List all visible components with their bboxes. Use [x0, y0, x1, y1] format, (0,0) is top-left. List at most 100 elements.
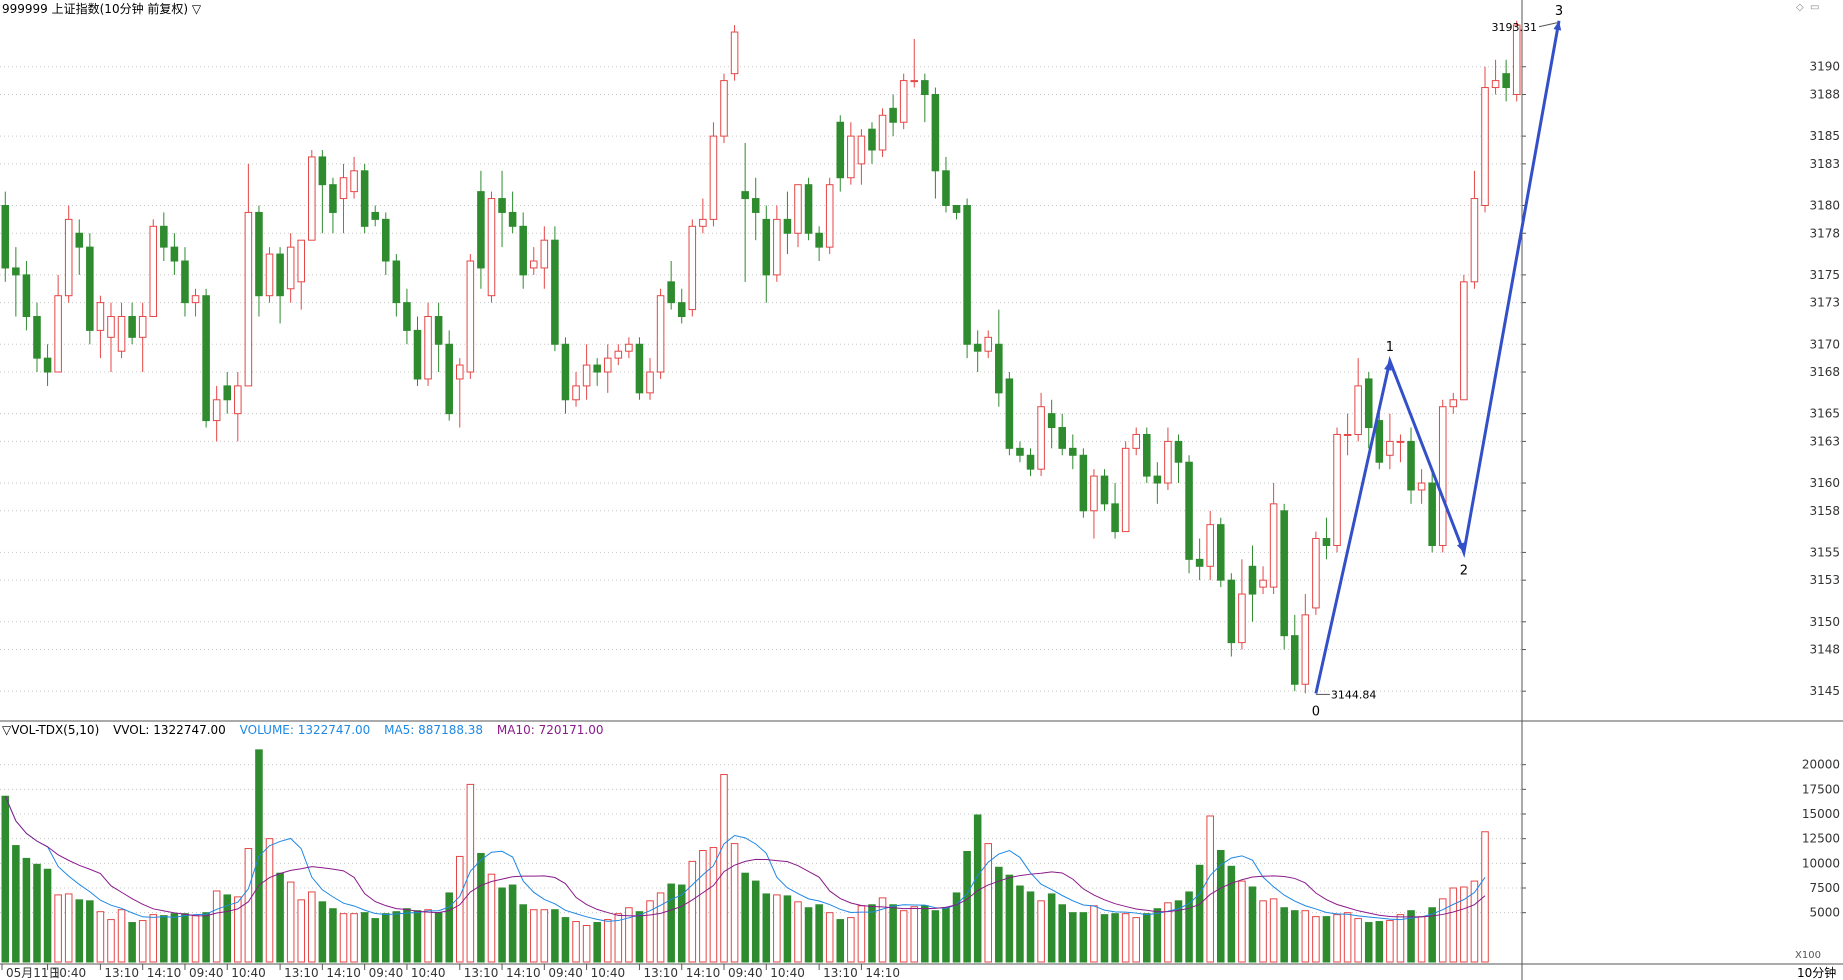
candle-body: [413, 329, 422, 380]
volume-header: ▽VOL-TDX(5,10) VVOL: 1322747.00 VOLUME: …: [2, 723, 613, 737]
volume-bar: [498, 887, 506, 963]
volume-indicator-name[interactable]: ▽VOL-TDX(5,10): [2, 723, 100, 737]
candle: [1280, 503, 1288, 650]
volume-bar: [709, 847, 718, 963]
volume-bar: [1375, 921, 1384, 963]
candle-body: [477, 191, 485, 269]
candle: [1343, 413, 1352, 456]
time-tick-label: 14:10: [326, 966, 361, 980]
candle-body: [1216, 524, 1225, 581]
candle-body: [170, 246, 179, 262]
candle-body: [1428, 482, 1436, 546]
candle-body: [847, 135, 855, 179]
time-tick-label: 14:10: [506, 966, 541, 980]
candle-body: [1153, 475, 1162, 484]
candle: [540, 226, 549, 289]
volume-bar: [1343, 912, 1352, 963]
candle-body: [720, 80, 728, 137]
candle: [318, 149, 327, 234]
volume-bar: [825, 912, 834, 963]
ma5-value: MA5: 887188.38: [384, 723, 484, 737]
candle: [1502, 59, 1510, 102]
volume-bar: [1248, 886, 1257, 963]
candle: [1333, 427, 1341, 553]
candle-body: [1143, 433, 1151, 477]
candle: [1069, 434, 1077, 470]
volume-bar: [836, 919, 845, 963]
volume-bar: [191, 915, 200, 963]
time-tick-label: 13:10: [823, 966, 858, 980]
candle: [1026, 448, 1035, 477]
candle: [22, 261, 31, 331]
time-tick-label: 14:10: [147, 966, 182, 980]
wave-arrowhead: [1384, 360, 1392, 371]
candle: [487, 191, 496, 303]
candle-body: [1502, 73, 1510, 89]
volume-bar: [265, 838, 274, 963]
volume-bar: [1407, 910, 1415, 963]
price-tick-label: 3160: [1809, 476, 1840, 490]
candle: [434, 302, 443, 373]
volume-bar: [22, 857, 31, 963]
candle-body: [1227, 579, 1236, 644]
volume-bar: [181, 913, 189, 963]
candle-body: [107, 316, 115, 338]
volume-bar: [1037, 900, 1045, 963]
volume-bar: [561, 917, 570, 963]
volume-bar: [868, 904, 876, 963]
price-tick-label: 3155: [1809, 545, 1840, 559]
candle: [1121, 441, 1130, 533]
volume-bar: [1269, 898, 1278, 963]
volume-tick-label: 5000: [1809, 906, 1840, 920]
volume-bar: [1417, 916, 1426, 963]
volume-bar: [540, 909, 549, 963]
volume-bar: [804, 907, 813, 963]
candle: [1090, 469, 1098, 539]
chart-title[interactable]: 999999 上证指数(10分钟 前复权) ▽: [2, 2, 202, 16]
candle-body: [540, 239, 549, 269]
volume-bar: [910, 906, 919, 963]
candle: [455, 358, 464, 428]
volume-bar: [212, 890, 221, 963]
candle: [371, 205, 379, 227]
diamond-icon[interactable]: ◇: [1796, 2, 1804, 13]
candle-body: [255, 211, 263, 297]
candle-body: [149, 225, 158, 318]
candle: [1058, 413, 1067, 456]
price-tick-label: 3185: [1809, 129, 1840, 143]
volume-bar: [1069, 912, 1077, 963]
candle-body: [973, 343, 982, 352]
volume-bar: [1449, 887, 1458, 963]
candle: [403, 288, 411, 345]
volume-bar: [942, 907, 950, 963]
candle: [699, 198, 707, 234]
candle: [1512, 20, 1521, 102]
restore-icon[interactable]: ▭: [1810, 2, 1820, 13]
volume-bar: [677, 884, 686, 963]
candle-body: [603, 357, 612, 373]
candle-body: [995, 343, 1003, 394]
candle: [329, 177, 337, 234]
candle-body: [1069, 447, 1077, 456]
volume-bar: [413, 910, 422, 963]
candle: [1301, 594, 1310, 694]
candle-body: [1037, 406, 1045, 470]
volume-bar: [878, 897, 887, 963]
candle-body: [730, 31, 739, 75]
candle: [1227, 573, 1236, 657]
candle: [529, 247, 538, 275]
candle-body: [1100, 475, 1109, 505]
candle-body: [1512, 24, 1521, 95]
wave-arrowhead: [1553, 20, 1562, 31]
candle: [160, 212, 168, 262]
candle-body: [656, 295, 665, 373]
wave-line: [1314, 20, 1561, 694]
candle-body: [1164, 440, 1172, 484]
candle-body: [1333, 433, 1341, 546]
candle-body: [1438, 406, 1447, 546]
candle-body: [212, 399, 221, 422]
candle: [212, 385, 221, 442]
time-tick-label: 13:10: [284, 966, 319, 980]
candle: [1322, 517, 1331, 560]
